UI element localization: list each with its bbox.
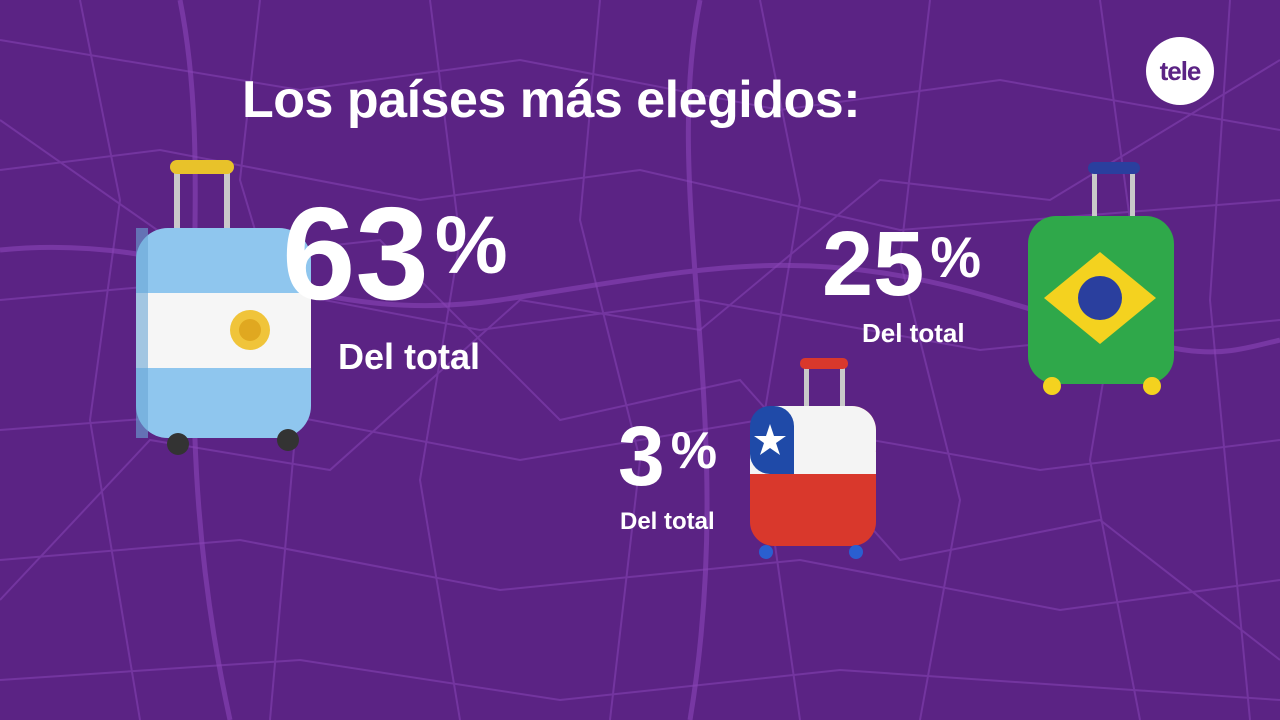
chile-percentage: 3% — [618, 414, 717, 498]
argentina-percentage: 63% — [282, 188, 508, 320]
suitcase-argentina-flag-icon — [136, 160, 311, 455]
brazil-label: Del total — [862, 318, 965, 348]
argentina-percent-sign: % — [434, 199, 508, 291]
brazil-percentage: 25% — [822, 218, 981, 310]
tele-logo: tele — [1146, 37, 1214, 105]
brazil-percent-sign: % — [930, 225, 982, 290]
suitcase-brazil-flag-icon — [1028, 162, 1174, 395]
chile-label: Del total — [620, 508, 715, 535]
suitcase-chile-flag-icon — [750, 358, 876, 559]
brazil-value: 25 — [822, 213, 925, 315]
page-title: Los países más elegidos: — [242, 71, 861, 129]
argentina-value: 63 — [282, 180, 429, 327]
chile-percent-sign: % — [670, 422, 718, 481]
logo-text: tele — [1159, 55, 1202, 86]
argentina-label: Del total — [338, 336, 481, 377]
chile-value: 3 — [618, 409, 665, 503]
